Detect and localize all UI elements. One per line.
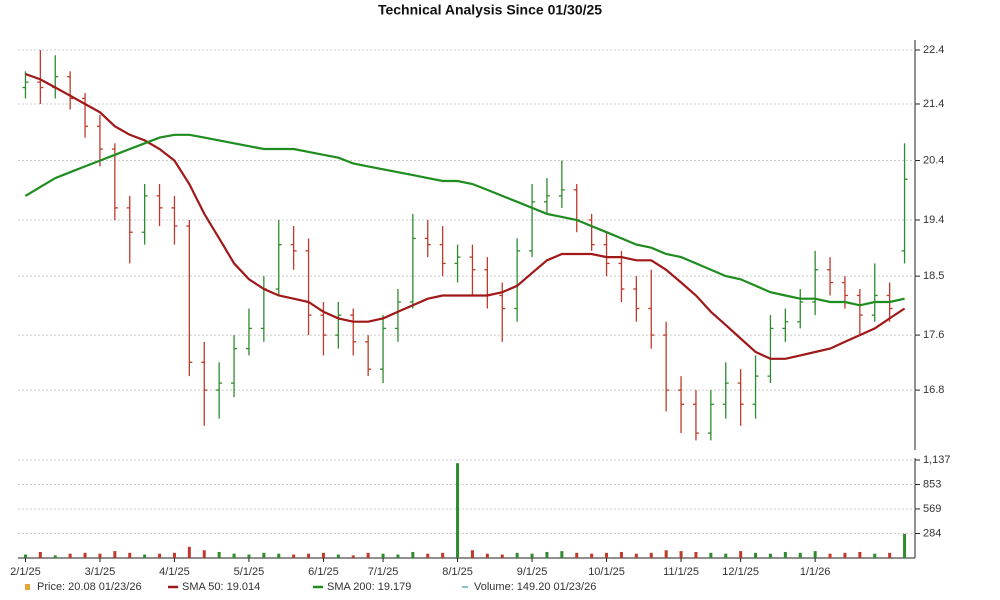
volume-bar xyxy=(38,551,42,558)
volume-bar xyxy=(262,552,266,558)
volume-bar xyxy=(739,551,743,558)
y-tick-label: 1,137 xyxy=(923,454,951,466)
volume-bar xyxy=(202,550,206,558)
volume-bar xyxy=(396,554,400,558)
y-tick-label: 21.4 xyxy=(923,98,944,110)
sma-line xyxy=(25,72,906,360)
y-tick-label: 284 xyxy=(923,527,941,539)
y-tick-label: 853 xyxy=(923,478,941,490)
legend-label: Price: 20.08 01/23/26 xyxy=(37,581,142,593)
volume-bar xyxy=(649,552,653,558)
x-tick-label: 4/1/25 xyxy=(159,566,190,578)
volume-bar xyxy=(590,553,594,558)
legend-label: Volume: 149.20 01/23/26 xyxy=(474,581,596,593)
volume-bar xyxy=(143,554,147,558)
volume-bar xyxy=(232,553,236,558)
volume-bar xyxy=(381,553,385,558)
volume-bar xyxy=(619,551,623,558)
volume-bar xyxy=(888,552,892,558)
volume-bar xyxy=(411,551,415,558)
x-tick-label: 7/1/25 xyxy=(368,566,399,578)
y-tick-label: 569 xyxy=(923,503,941,515)
volume-bar xyxy=(500,554,504,558)
y-tick-label: 18.5 xyxy=(923,270,944,282)
volume-bar xyxy=(694,551,698,558)
volume-bar xyxy=(560,551,564,558)
volume-bar xyxy=(158,553,162,558)
volume-bar xyxy=(113,551,117,558)
volume-bar xyxy=(321,552,325,558)
x-tick-label: 6/1/25 xyxy=(308,566,339,578)
x-tick-label: 5/1/25 xyxy=(234,566,265,578)
volume-bar xyxy=(98,553,102,558)
volume-bar xyxy=(247,554,251,558)
volume-bar xyxy=(724,553,728,558)
volume-bar xyxy=(172,552,176,558)
x-tick-label: 12/1/25 xyxy=(722,566,759,578)
volume-bar xyxy=(873,553,877,558)
volume-bar xyxy=(456,463,460,558)
y-tick-label: 20.4 xyxy=(923,154,944,166)
x-tick-label: 8/1/25 xyxy=(442,566,473,578)
volume-bar xyxy=(426,553,430,558)
y-tick-label: 17.6 xyxy=(923,329,944,341)
legend-label: SMA 200: 19.179 xyxy=(327,581,411,593)
x-tick-label: 1/1/26 xyxy=(800,566,831,578)
volume-bar xyxy=(605,552,609,558)
volume-bar xyxy=(53,555,57,558)
volume-bar xyxy=(470,550,474,558)
y-tick-label: 16.8 xyxy=(923,384,944,396)
volume-bar xyxy=(709,552,713,558)
volume-bar xyxy=(679,551,683,558)
volume-bar xyxy=(351,555,355,558)
volume-bar xyxy=(441,552,445,558)
x-tick-label: 2/1/25 xyxy=(10,566,41,578)
y-tick-label: 22.4 xyxy=(923,44,944,56)
volume-bar xyxy=(634,553,638,558)
x-tick-label: 11/1/25 xyxy=(663,566,699,578)
volume-bar xyxy=(858,551,862,558)
x-tick-label: 10/1/25 xyxy=(588,566,625,578)
volume-bar xyxy=(292,554,296,558)
x-tick-label: 9/1/25 xyxy=(517,566,548,578)
volume-bar xyxy=(813,551,817,558)
volume-bar xyxy=(768,553,772,558)
volume-bar xyxy=(277,553,281,558)
volume-bar xyxy=(366,552,370,558)
volume-bar xyxy=(798,552,802,558)
x-tick-label: 3/1/25 xyxy=(85,566,116,578)
volume-bar xyxy=(828,553,832,558)
sma-line xyxy=(24,133,905,307)
legend-label: SMA 50: 19.014 xyxy=(182,581,260,593)
volume-bar xyxy=(68,553,72,558)
volume-bar xyxy=(485,553,489,558)
legend-marker xyxy=(25,584,30,590)
volume-bar xyxy=(575,552,579,558)
volume-bar xyxy=(664,550,668,558)
chart-title: Technical Analysis Since 01/30/25 xyxy=(378,2,602,18)
volume-bar xyxy=(336,554,340,558)
volume-bar xyxy=(545,551,549,558)
volume-bar xyxy=(128,552,132,558)
volume-bar xyxy=(217,551,221,558)
volume-bar xyxy=(754,552,758,558)
volume-bar xyxy=(530,553,534,558)
y-tick-label: 19.4 xyxy=(923,214,944,226)
volume-bar xyxy=(903,533,907,558)
volume-bar xyxy=(307,553,311,558)
volume-bar xyxy=(187,546,191,558)
volume-bar xyxy=(23,554,27,558)
volume-bar xyxy=(843,552,847,558)
volume-bar xyxy=(83,552,87,558)
volume-bar xyxy=(783,551,787,558)
volume-bar xyxy=(515,552,519,558)
